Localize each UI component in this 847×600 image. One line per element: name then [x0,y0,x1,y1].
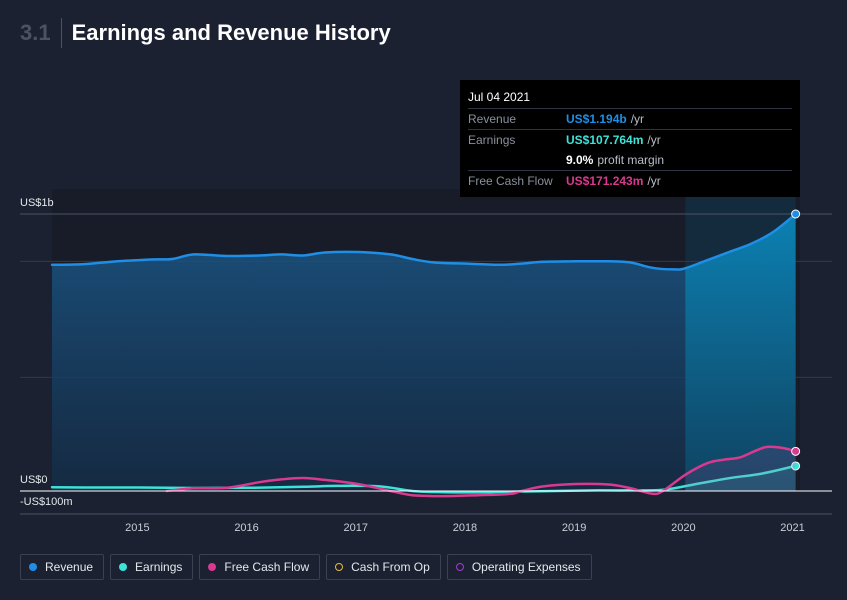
section-number: 3.1 [20,18,62,48]
chart-title: Earnings and Revenue History [71,20,391,45]
legend-dot-icon [119,563,128,571]
legend-dot-icon [208,563,217,571]
legend-label: Cash From Op [351,560,430,574]
x-tick-label: 2021 [780,522,804,534]
legend-label: Free Cash Flow [224,560,310,574]
tooltip-revenue-value: US$1.194b [566,112,627,126]
legend-item-revenue[interactable]: Revenue [20,554,105,580]
legend-label: Operating Expenses [471,560,581,574]
revenue-area-highlight [685,214,796,491]
tooltip-margin-value: 9.0% [566,153,594,167]
legend-ring-icon [335,563,344,571]
tooltip-revenue-unit: /yr [630,112,645,126]
x-tick-label: 2016 [234,522,258,534]
legend-item-operating-expenses[interactable]: Operating Expenses [446,554,592,580]
free-cash-flow-area [685,446,796,491]
revenue-line [50,212,797,271]
tooltip-fcf-label: Free Cash Flow [468,174,553,188]
y-axis-label: US$0 [20,474,48,486]
legend-item-cash-from-op[interactable]: Cash From Op [326,554,441,580]
chart-header: 3.1 Earnings and Revenue History [20,18,391,48]
tooltip-margin-row: 9.0% profit margin [468,150,792,171]
revenue-end-point [791,209,801,219]
chart-legend: Revenue Earnings Free Cash Flow Cash Fro… [20,554,592,580]
tooltip-revenue-row: Revenue US$1.194b /yr [468,109,792,130]
tooltip-earnings-value: US$107.764m [566,133,644,147]
tooltip-margin-label: profit margin [597,153,665,167]
tooltip-fcf-unit: /yr [647,174,661,188]
earnings-end-point [791,461,801,471]
y-axis-label: -US$100m [20,496,73,508]
earnings-revenue-chart: US$1b US$0 -US$100m 2015 2016 2017 2018 2019 202… [20,189,832,534]
y-axis-label: US$1b [20,197,54,209]
x-tick-label: 2019 [562,522,586,534]
tooltip-date: Jul 04 2021 [468,88,792,109]
tooltip-earnings-row: Earnings US$107.764m /yr [468,130,792,150]
tooltip-fcf-value: US$171.243m [566,174,644,188]
tooltip-earnings-label: Earnings [468,133,516,147]
tooltip-revenue-label: Revenue [468,112,517,126]
x-tick-label: 2015 [125,522,149,534]
free-cash-flow-line [165,445,797,498]
x-tick-label: 2017 [344,522,368,534]
tooltip-earnings-unit: /yr [647,133,661,147]
legend-label: Revenue [45,560,94,574]
legend-label: Earnings [135,560,183,574]
tooltip-fcf-row: Free Cash Flow US$171.243m /yr [468,171,792,191]
earnings-area [685,465,796,491]
legend-item-earnings[interactable]: Earnings [110,554,194,580]
free-cash-flow-end-point [791,446,801,456]
revenue-area [52,214,796,491]
x-tick-label: 2020 [671,522,695,534]
x-tick-label: 2018 [453,522,477,534]
legend-dot-icon [29,563,37,571]
legend-item-free-cash-flow[interactable]: Free Cash Flow [199,554,321,580]
data-tooltip: Jul 04 2021 Revenue US$1.194b /yr Earnin… [460,80,800,197]
legend-ring-icon [455,563,464,571]
